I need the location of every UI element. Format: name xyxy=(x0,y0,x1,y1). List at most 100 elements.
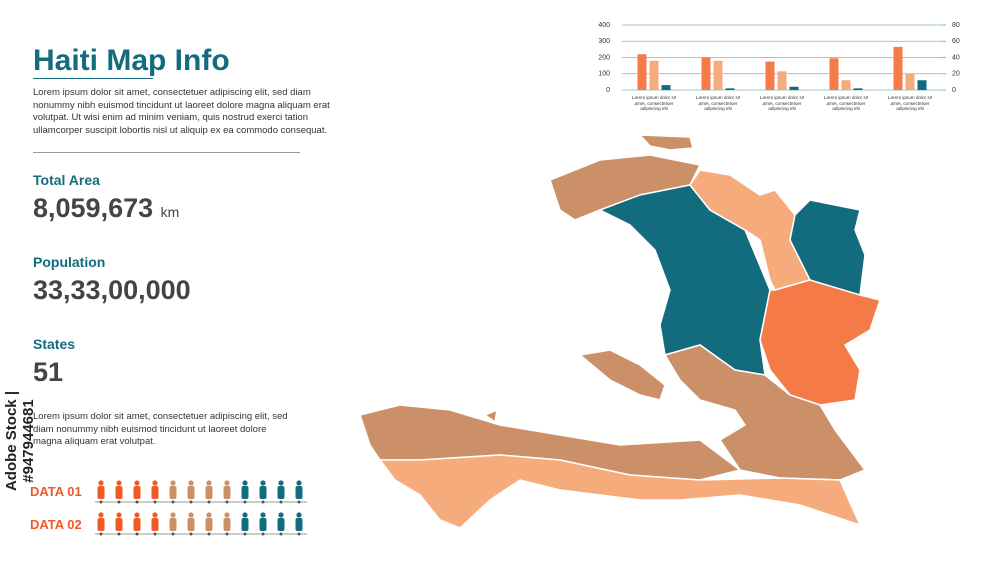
y-tick-label: 400 xyxy=(598,22,610,29)
person-icon xyxy=(224,512,230,518)
dot xyxy=(153,532,157,536)
y2-tick-label: 0 xyxy=(952,87,956,94)
person-icon xyxy=(98,512,104,518)
dot xyxy=(189,500,193,504)
y2-tick-label: 20 xyxy=(952,71,960,78)
person-icon xyxy=(241,486,249,499)
person-icon xyxy=(152,480,158,486)
x-tick-label: Lorem ipsum dolor sit amet, consectetuer… xyxy=(760,95,804,111)
dot xyxy=(297,532,301,536)
map xyxy=(359,134,881,529)
y2-tick-label: 80 xyxy=(952,22,960,29)
dot xyxy=(243,532,247,536)
bar xyxy=(725,88,735,90)
person-icon xyxy=(170,480,176,486)
person-icon xyxy=(115,518,123,531)
bar xyxy=(777,71,787,90)
y-tick-label: 200 xyxy=(598,54,610,61)
dot xyxy=(99,500,103,504)
stat-value: 8,059,673 xyxy=(33,193,154,223)
person-icon xyxy=(206,480,212,486)
note: Lorem ipsum dolor sit amet, consectetuer… xyxy=(33,411,288,447)
person-icon xyxy=(242,512,248,518)
dot xyxy=(225,500,229,504)
person-icon xyxy=(152,512,158,518)
person-icon xyxy=(115,486,123,499)
person-icon xyxy=(260,512,266,518)
data-row-label: DATA 01 xyxy=(30,484,82,499)
person-icon xyxy=(278,480,284,486)
person-icon xyxy=(296,512,302,518)
person-icon xyxy=(260,480,266,486)
bar xyxy=(917,80,927,90)
y-tick-label: 100 xyxy=(598,71,610,78)
dot xyxy=(261,532,265,536)
person-icon xyxy=(169,518,177,531)
person-icon xyxy=(170,512,176,518)
person-icon xyxy=(98,480,104,486)
x-tick-label: Lorem ipsum dolor sit amet, consectetuer… xyxy=(632,95,676,111)
y-tick-label: 0 xyxy=(606,87,610,94)
bar xyxy=(893,46,903,90)
bar xyxy=(829,58,839,90)
person-icon xyxy=(295,518,303,531)
person-icon xyxy=(97,518,105,531)
stat-unit: km xyxy=(160,204,180,220)
dot xyxy=(207,500,211,504)
person-icon xyxy=(296,480,302,486)
bar xyxy=(637,54,647,90)
bar xyxy=(661,85,671,90)
bar xyxy=(713,60,723,90)
person-icon xyxy=(97,486,105,499)
dot xyxy=(189,532,193,536)
bar xyxy=(841,80,851,90)
dot xyxy=(117,532,121,536)
person-icon xyxy=(169,486,177,499)
dot xyxy=(225,532,229,536)
divider xyxy=(33,152,300,153)
stat-label: States xyxy=(33,336,76,352)
person-icon xyxy=(259,486,267,499)
person-icon xyxy=(133,518,141,531)
person-icon xyxy=(187,518,195,531)
person-icon xyxy=(277,518,285,531)
title: Haiti Map Info xyxy=(33,44,230,77)
person-icon xyxy=(188,512,194,518)
stat-label: Total Area xyxy=(33,172,100,188)
person-icon xyxy=(134,480,140,486)
divider xyxy=(33,78,153,79)
x-tick-label: Lorem ipsum dolor sit amet, consectetuer… xyxy=(824,95,868,111)
person-icon xyxy=(134,512,140,518)
person-icon xyxy=(278,512,284,518)
dot xyxy=(117,500,121,504)
dot xyxy=(243,500,247,504)
dot xyxy=(153,500,157,504)
y2-tick-label: 40 xyxy=(952,54,960,61)
dot xyxy=(279,532,283,536)
bar xyxy=(789,86,799,90)
y-tick-label: 300 xyxy=(598,38,610,45)
person-icon xyxy=(133,486,141,499)
dot xyxy=(135,500,139,504)
person-icon xyxy=(277,486,285,499)
person-icon xyxy=(151,486,159,499)
person-icon xyxy=(187,486,195,499)
person-icon xyxy=(205,518,213,531)
person-icon xyxy=(188,480,194,486)
x-tick-label: Lorem ipsum dolor sit amet, consectetuer… xyxy=(696,95,740,111)
bar-chart: 0 100 200 300 400 0 20 40 60 80 xyxy=(598,22,960,94)
stat-value: 51 xyxy=(33,357,64,387)
dot xyxy=(279,500,283,504)
person-icon xyxy=(205,486,213,499)
person-icon xyxy=(224,480,230,486)
dot xyxy=(171,532,175,536)
person-icon xyxy=(223,486,231,499)
dot xyxy=(171,500,175,504)
person-icon xyxy=(259,518,267,531)
bar xyxy=(765,61,775,90)
person-icon xyxy=(206,512,212,518)
bar xyxy=(853,88,863,90)
person-icon xyxy=(116,512,122,518)
